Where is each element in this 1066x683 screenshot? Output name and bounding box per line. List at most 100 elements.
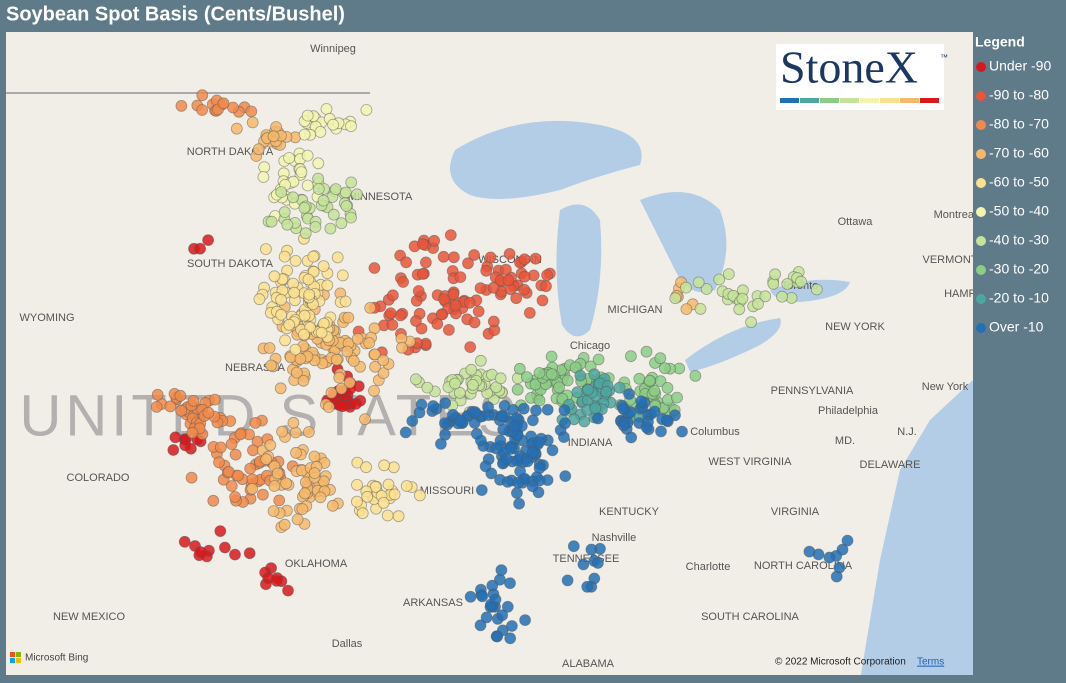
basis-dot (270, 575, 283, 587)
basis-dot (258, 161, 271, 174)
basis-dot (446, 408, 459, 421)
basis-dot (519, 614, 531, 626)
place-label: NEW MEXICO (53, 611, 126, 623)
bing-icon (10, 652, 15, 657)
basis-dot (504, 632, 517, 645)
basis-dot (449, 377, 461, 390)
basis-dot (442, 323, 455, 336)
basis-dot (178, 535, 191, 548)
basis-dot (279, 334, 292, 347)
basis-dot (246, 482, 259, 495)
basis-dot (392, 510, 405, 523)
basis-dot (588, 368, 601, 381)
basis-dot (265, 359, 278, 372)
place-label: Montreal (934, 209, 977, 221)
basis-dot (167, 444, 180, 456)
basis-dot (484, 251, 497, 264)
basis-dot (476, 590, 489, 603)
place-label: MICHIGAN (608, 304, 663, 316)
basis-dot (294, 352, 307, 365)
place-label: VERMONT (923, 254, 978, 266)
basis-dot (736, 292, 749, 305)
basis-dot (312, 183, 325, 195)
basis-dot (518, 270, 531, 283)
basis-dot (331, 251, 344, 264)
basis-dot (342, 311, 355, 324)
basis-dot (265, 215, 278, 228)
legend-swatch (976, 62, 986, 72)
basis-dot (194, 242, 207, 255)
basis-dot (225, 480, 238, 492)
basis-dot (309, 221, 322, 233)
basis-dot (301, 179, 314, 192)
basis-dot (511, 383, 524, 396)
basis-dot (713, 273, 726, 286)
basis-dot (567, 540, 580, 553)
basis-dot (314, 126, 327, 138)
basis-dot (518, 283, 531, 296)
basis-dot (368, 348, 381, 361)
basis-dot (558, 431, 570, 444)
basis-dot (482, 401, 495, 414)
legend-label: -70 to -60 (989, 145, 1049, 161)
basis-dot (669, 292, 682, 305)
basis-dot (592, 412, 604, 425)
basis-dot (359, 413, 371, 426)
basis-dot (511, 487, 523, 499)
basis-dot (465, 363, 478, 376)
basis-dot (336, 400, 349, 413)
legend-swatch (976, 149, 986, 159)
basis-dot (501, 475, 514, 488)
basis-dot (512, 476, 524, 489)
basis-dot (329, 183, 342, 196)
basis-dot (234, 428, 247, 441)
basis-dot (561, 574, 574, 587)
basis-dot (229, 491, 242, 503)
basis-dot (498, 399, 511, 412)
basis-dot (589, 402, 602, 415)
basis-dot (617, 419, 630, 432)
basis-dot (435, 308, 448, 321)
basis-dot (341, 345, 354, 358)
basis-dot (447, 251, 460, 264)
legend-label: -80 to -70 (989, 116, 1049, 132)
logo-stripe (820, 98, 839, 103)
basis-dot (283, 152, 296, 164)
place-label: INDIANA (568, 437, 613, 449)
terms-link[interactable]: Terms (917, 657, 944, 668)
basis-dot (487, 281, 500, 294)
basis-dot (541, 269, 553, 282)
basis-dot (503, 247, 516, 260)
basis-dot (187, 394, 200, 407)
basis-dot (232, 469, 245, 482)
basis-dot (660, 414, 673, 427)
place-label: N.J. (897, 426, 917, 438)
basis-dot (464, 341, 477, 354)
basis-dot (360, 104, 373, 116)
legend-label: -30 to -20 (989, 261, 1049, 277)
place-label: Columbus (690, 426, 740, 438)
basis-dot (377, 367, 390, 380)
basis-dot (202, 406, 215, 419)
logo-stripe (900, 98, 919, 103)
basis-dot (243, 547, 256, 560)
basis-dot (640, 345, 653, 358)
basis-dot (275, 293, 288, 306)
place-label: MD. (835, 435, 855, 447)
basis-dot (175, 100, 188, 112)
basis-dot (368, 262, 381, 274)
basis-dot (283, 318, 296, 331)
basis-dot (453, 386, 466, 399)
basis-dot (536, 294, 549, 307)
basis-dot (480, 611, 493, 624)
basis-dot (810, 283, 823, 296)
basis-dot (468, 249, 481, 261)
basis-dot (296, 503, 309, 516)
basis-dot (472, 305, 485, 318)
legend-label: -90 to -80 (989, 87, 1049, 103)
copyright: © 2022 Microsoft Corporation (775, 657, 906, 668)
basis-dot (298, 201, 311, 214)
basis-dot (290, 446, 302, 459)
basis-dot (207, 494, 220, 507)
